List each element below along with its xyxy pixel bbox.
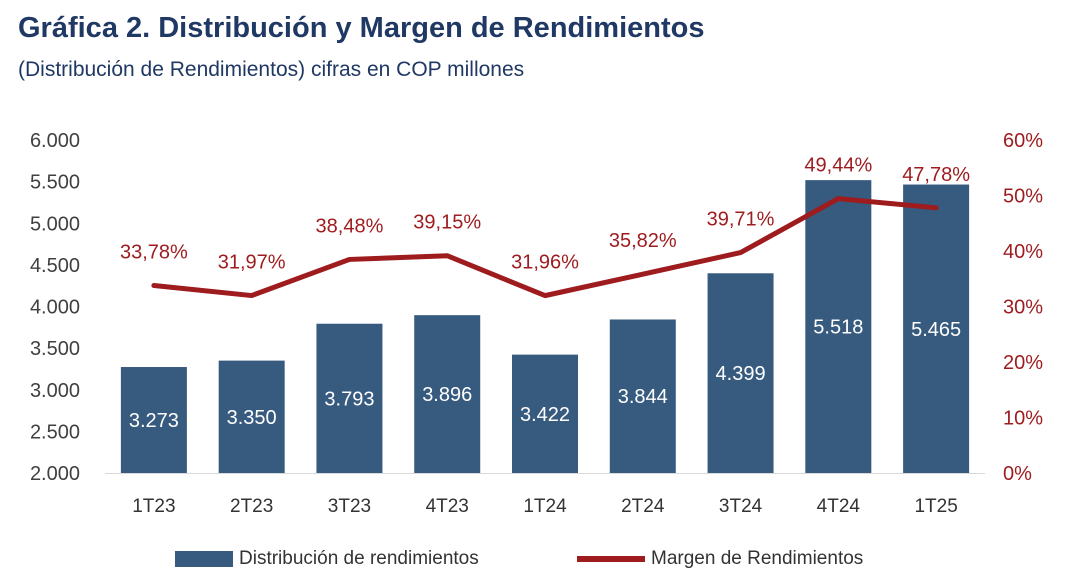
y-right-tick-label: 40% [1003,241,1043,263]
x-tick-label: 2T23 [230,496,273,517]
y-left-tick-label: 3.000 [30,380,80,402]
bar [805,180,872,473]
legend-item-distribucion: Distribución de rendimientos [175,548,479,570]
bar [707,273,774,473]
y-right-tick-label: 20% [1003,352,1043,374]
line-value-label: 31,96% [511,252,579,274]
line-value-label: 31,97% [218,252,286,274]
chart-title: Gráfica 2. Distribución y Margen de Rend… [18,12,705,44]
y-left-tick-label: 5.000 [30,213,80,235]
bar-value-label: 4.399 [716,363,766,385]
x-tick-label: 3T23 [328,496,371,517]
y-left-tick-label: 6.000 [30,130,80,152]
y-right-tick-label: 0% [1003,463,1032,485]
bar-value-label: 3.793 [324,388,374,410]
line-value-label: 39,71% [707,209,775,231]
legend-swatch-bar [175,551,233,567]
bar-value-label: 3.844 [618,386,668,408]
line-value-label: 39,15% [413,212,481,234]
bar-value-label: 3.422 [520,404,570,426]
x-tick-label: 2T24 [621,496,665,517]
legend-label-margen: Margen de Rendimientos [651,548,864,569]
line-value-label: 38,48% [316,215,384,237]
y-left-tick-label: 2.000 [30,463,80,485]
y-left-tick-label: 4.000 [30,297,80,319]
bar-value-label: 3.350 [227,407,277,429]
x-tick-label: 4T24 [817,496,861,517]
y-left-tick-label: 4.500 [30,255,80,277]
bar [414,315,481,473]
bar [120,367,187,473]
bar-value-label: 3.273 [129,410,179,432]
bar [609,319,676,473]
x-tick-label: 4T23 [426,496,469,517]
line-value-label: 35,82% [609,230,677,252]
legend-swatch-line [577,556,645,562]
y-right-tick-label: 10% [1003,408,1043,430]
x-tick-label: 3T24 [719,496,763,517]
chart-subtitle: (Distribución de Rendimientos) cifras en… [18,58,525,81]
bar [903,184,970,473]
bar [512,354,578,473]
bar-value-label: 5.518 [813,317,863,339]
legend-item-margen: Margen de Rendimientos [577,548,863,570]
line-value-label: 33,78% [120,242,188,264]
bar [218,360,285,473]
bar [316,323,383,473]
x-tick-label: 1T24 [523,496,567,517]
x-tick-label: 1T23 [132,496,175,517]
y-right-tick-label: 30% [1003,297,1043,319]
bar-value-label: 5.465 [911,319,961,341]
line-value-label: 49,44% [804,155,872,177]
bar-value-label: 3.896 [422,384,472,406]
y-left-tick-label: 2.500 [30,421,80,443]
margin-line [151,196,939,299]
y-left-tick-label: 5.500 [30,172,80,194]
y-right-tick-label: 50% [1003,186,1043,208]
line-value-label: 47,78% [902,164,970,186]
x-tick-label: 1T25 [914,496,957,517]
legend-label-distribucion: Distribución de rendimientos [239,548,479,569]
y-right-tick-label: 60% [1003,130,1043,152]
y-left-tick-label: 3.500 [30,338,80,360]
